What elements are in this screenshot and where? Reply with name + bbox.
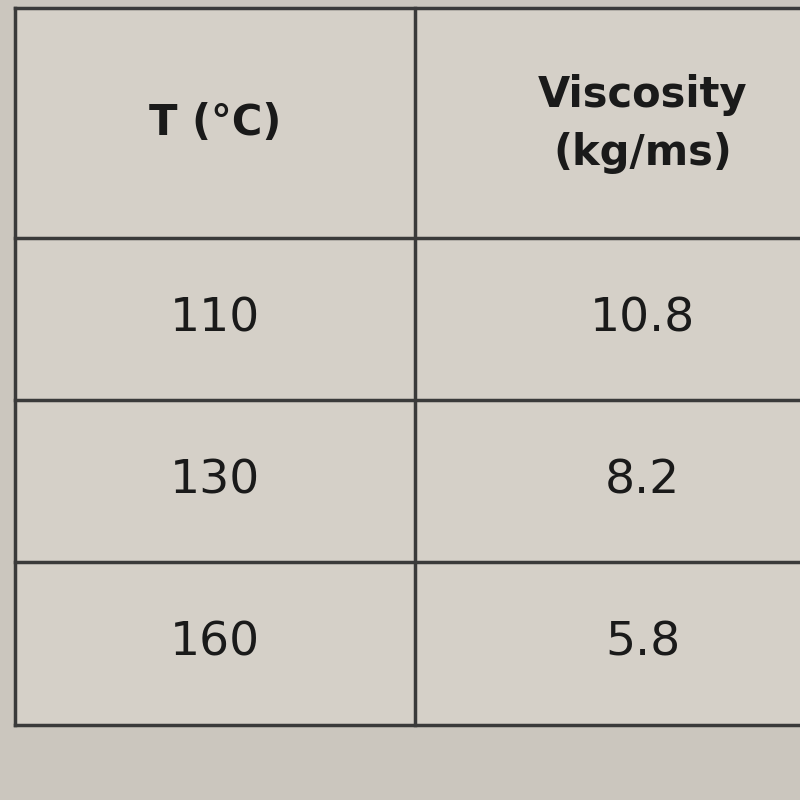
Bar xyxy=(415,8,800,238)
Text: 10.8: 10.8 xyxy=(590,297,695,342)
Text: Viscosity: Viscosity xyxy=(538,74,747,116)
Text: 8.2: 8.2 xyxy=(605,458,680,503)
Text: (kg/ms): (kg/ms) xyxy=(553,132,732,174)
Text: 130: 130 xyxy=(170,458,260,503)
Bar xyxy=(15,400,415,562)
Bar xyxy=(15,8,415,238)
Text: 110: 110 xyxy=(170,297,260,342)
Bar xyxy=(15,562,415,725)
Text: 160: 160 xyxy=(170,621,260,666)
Text: 5.8: 5.8 xyxy=(605,621,680,666)
Bar xyxy=(415,238,800,400)
Bar xyxy=(415,400,800,562)
Bar xyxy=(15,238,415,400)
Bar xyxy=(415,562,800,725)
Text: T (°C): T (°C) xyxy=(149,102,281,144)
